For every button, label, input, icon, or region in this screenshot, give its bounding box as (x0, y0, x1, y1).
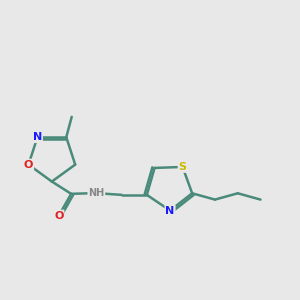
Text: N: N (33, 132, 42, 142)
Text: O: O (54, 211, 64, 220)
Text: N: N (166, 206, 175, 215)
Text: S: S (178, 162, 187, 172)
Text: NH: NH (88, 188, 104, 198)
Text: O: O (24, 160, 33, 170)
